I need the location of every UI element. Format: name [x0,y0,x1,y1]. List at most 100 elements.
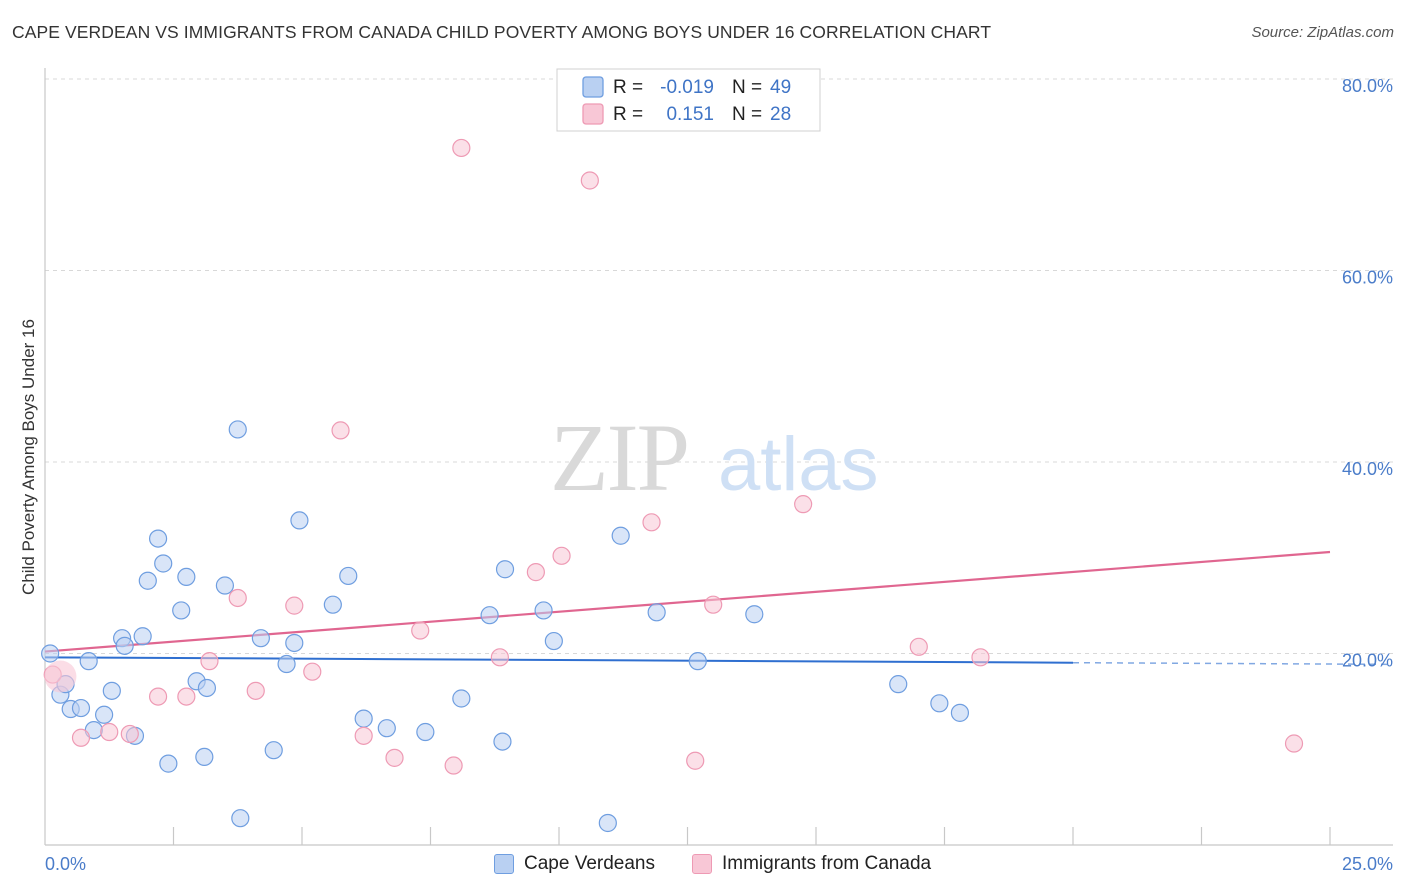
data-point-cape-verdean [611,526,630,545]
data-point-cape-verdean [102,681,121,700]
data-point-immigrant-from-canada [331,421,350,440]
data-point-cape-verdean [95,705,114,724]
axes [44,68,1393,846]
data-point-cape-verdean [950,703,970,722]
legend-r-label-blue: R = [613,77,643,98]
data-point-immigrant-from-canada [1284,734,1304,753]
data-point-cape-verdean [480,606,499,625]
data-point-cape-verdean [251,629,270,648]
data-point-immigrant-from-canada [71,728,91,747]
data-point-cape-verdean [416,722,435,742]
data-point-cape-verdean [197,678,217,698]
data-point-cape-verdean [377,719,396,738]
watermark-zip: ZIP [550,404,688,511]
data-point-immigrant-from-canada [642,513,661,532]
data-point-cape-verdean [115,636,134,655]
y-tick-label: 60.0% [1342,268,1393,288]
data-point-cape-verdean [544,631,563,651]
data-point-immigrant-from-canada [285,596,304,615]
data-point-cape-verdean [930,694,949,713]
data-point-immigrant-from-canada [246,681,265,700]
data-point-cape-verdean [172,601,191,620]
data-point-immigrant-from-canada [177,687,196,706]
data-point-immigrant-from-canada [526,563,545,582]
bottom-legend-pink: Immigrants from Canada [692,850,931,878]
data-point-cape-verdean [41,644,60,663]
y-tick-labels: 20.0% 40.0% 60.0% 80.0% [1342,76,1393,671]
data-point-cape-verdean [323,595,342,614]
data-point-immigrant-from-canada [200,652,219,671]
data-point-cape-verdean [154,554,173,573]
data-point-immigrant-from-canada [686,751,705,770]
data-point-cape-verdean [688,652,707,671]
legend-swatch-pink [582,103,604,125]
data-point-immigrant-from-canada [794,495,813,514]
bottom-legend-blue: Cape Verdeans [494,850,655,878]
chart-title: CAPE VERDEAN VS IMMIGRANTS FROM CANADA C… [12,22,992,42]
data-point-immigrant-from-canada [552,546,571,565]
data-point-cape-verdean [264,741,283,760]
data-point-cape-verdean [647,603,666,622]
x-tick-min: 0.0% [45,854,86,874]
x-tick-max: 25.0% [1342,854,1393,874]
data-point-cape-verdean [148,529,168,548]
trend-line-cape-verdeans-extension [1072,661,1392,666]
data-point-cape-verdean [495,560,515,579]
data-point-cape-verdean [598,813,617,833]
y-tick-label: 40.0% [1342,459,1393,479]
y-tick-label: 80.0% [1342,76,1393,96]
data-point-cape-verdean [745,605,764,624]
data-point-immigrant-from-canada [490,648,509,667]
data-point-immigrant-from-canada [354,726,373,745]
data-point-cape-verdean [277,654,296,674]
data-point-immigrant-from-canada [411,621,430,640]
series-cape-verdeans [41,420,970,833]
bottom-swatch-blue [494,854,514,874]
data-point-cape-verdean [452,689,471,708]
legend-swatch-blue [582,76,604,98]
y-axis-label: Child Poverty Among Boys Under 16 [19,319,38,595]
data-point-immigrant-from-canada [228,588,247,608]
legend-n-value-blue: 49 [770,77,791,98]
data-point-cape-verdean [285,633,304,653]
series-immigrants-from-canada [43,138,1304,775]
legend-r-value-pink: 0.151 [666,104,714,125]
bottom-legend-blue-label: Cape Verdeans [524,853,655,874]
bottom-legend-pink-label: Immigrants from Canada [722,853,932,874]
watermark-atlas: atlas [718,422,879,507]
data-point-immigrant-from-canada [100,722,119,742]
data-point-cape-verdean [71,698,91,718]
data-point-cape-verdean [290,511,309,530]
data-point-cape-verdean [889,675,908,694]
trend-line-cape-verdeans [44,656,1074,664]
data-point-cape-verdean [138,571,157,590]
data-point-cape-verdean [354,709,373,728]
gridlines [45,78,1393,654]
legend-r-value-blue: -0.019 [660,77,714,98]
data-point-immigrant-from-canada [971,648,990,667]
zipatlas-watermark: ZIP atlas [550,404,879,511]
data-point-cape-verdean [534,601,553,620]
data-point-cape-verdean [215,576,234,595]
data-point-immigrant-from-canada [44,660,77,693]
legend-n-value-pink: 28 [770,104,791,125]
data-point-immigrant-from-canada [452,138,471,158]
data-point-immigrant-from-canada [385,748,404,767]
data-point-cape-verdean [231,809,250,828]
data-point-immigrant-from-canada [303,662,322,681]
data-point-immigrant-from-canada [120,724,139,744]
data-point-immigrant-from-canada [704,595,723,614]
data-point-immigrant-from-canada [909,637,928,656]
data-point-cape-verdean [79,652,98,671]
source-credit: Source: ZipAtlas.com [1251,24,1394,41]
legend-r-label-pink: R = [613,104,643,125]
legend-n-label-pink: N = [732,104,762,125]
data-point-cape-verdean [195,747,214,767]
data-point-cape-verdean [493,732,512,751]
data-point-immigrant-from-canada [580,171,599,190]
data-point-immigrant-from-canada [148,687,168,706]
data-point-cape-verdean [133,627,152,646]
data-point-cape-verdean [339,566,358,586]
data-point-cape-verdean [228,420,247,439]
